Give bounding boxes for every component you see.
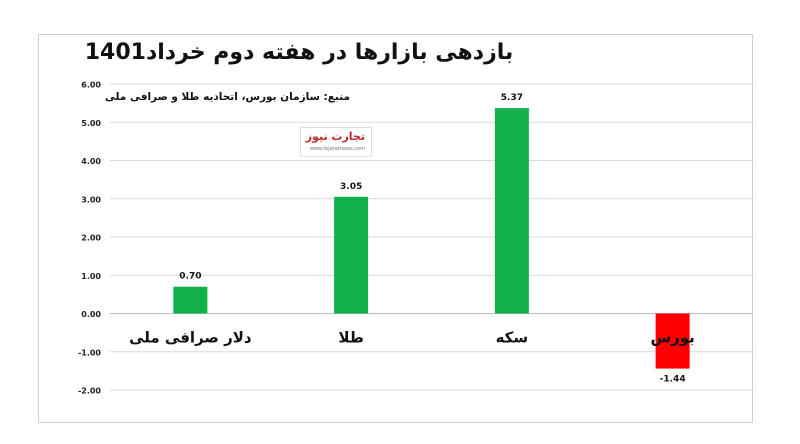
y-tick-label: 3.00 — [81, 195, 101, 204]
source-note: منبع: سازمان بورس، اتحادیه طلا و صرافی م… — [104, 91, 350, 103]
value-label: 5.37 — [501, 93, 523, 103]
bar-2 — [494, 108, 529, 314]
y-tick-label: 1.00 — [81, 272, 101, 281]
gridlines — [110, 83, 753, 391]
y-tick-label: 6.00 — [81, 81, 101, 90]
y-axis-ticks: 6.00 5.00 4.00 3.00 2.00 1.00 0.00 -1.00 -2.00 — [78, 81, 101, 396]
y-tick-label: -2.00 — [78, 387, 101, 396]
category-label: دلار صرافی ملی — [129, 329, 252, 347]
logo-name: تجارت نیوز — [305, 130, 365, 143]
category-label: بورس — [650, 329, 694, 347]
logo-url: www.tejaratnews.com — [309, 146, 365, 152]
y-tick-label: 2.00 — [81, 234, 101, 243]
tejarat-news-logo: تجارت نیوز www.tejaratnews.com — [300, 127, 372, 157]
category-label: سکه — [496, 329, 529, 347]
y-tick-label: 5.00 — [81, 119, 101, 128]
bar-3 — [655, 313, 690, 369]
category-labels: دلار صرافی ملی طلا سکه بورس — [129, 329, 695, 347]
chart-title: بازدهی بازارها در هفته دوم خرداد1401 — [84, 40, 514, 65]
bars — [173, 108, 690, 369]
value-label: 0.70 — [179, 272, 201, 282]
bar-0 — [173, 286, 208, 314]
value-label: 3.05 — [340, 182, 362, 192]
y-tick-label: 0.00 — [81, 310, 101, 319]
value-labels: 0.70 3.05 5.37 -1.44 — [179, 93, 685, 384]
value-label: -1.44 — [660, 375, 686, 385]
y-tick-label: 4.00 — [81, 157, 101, 166]
chart-frame — [38, 34, 753, 423]
category-label: طلا — [338, 329, 364, 347]
y-tick-label: -1.00 — [78, 348, 101, 357]
bar-1 — [334, 196, 369, 314]
